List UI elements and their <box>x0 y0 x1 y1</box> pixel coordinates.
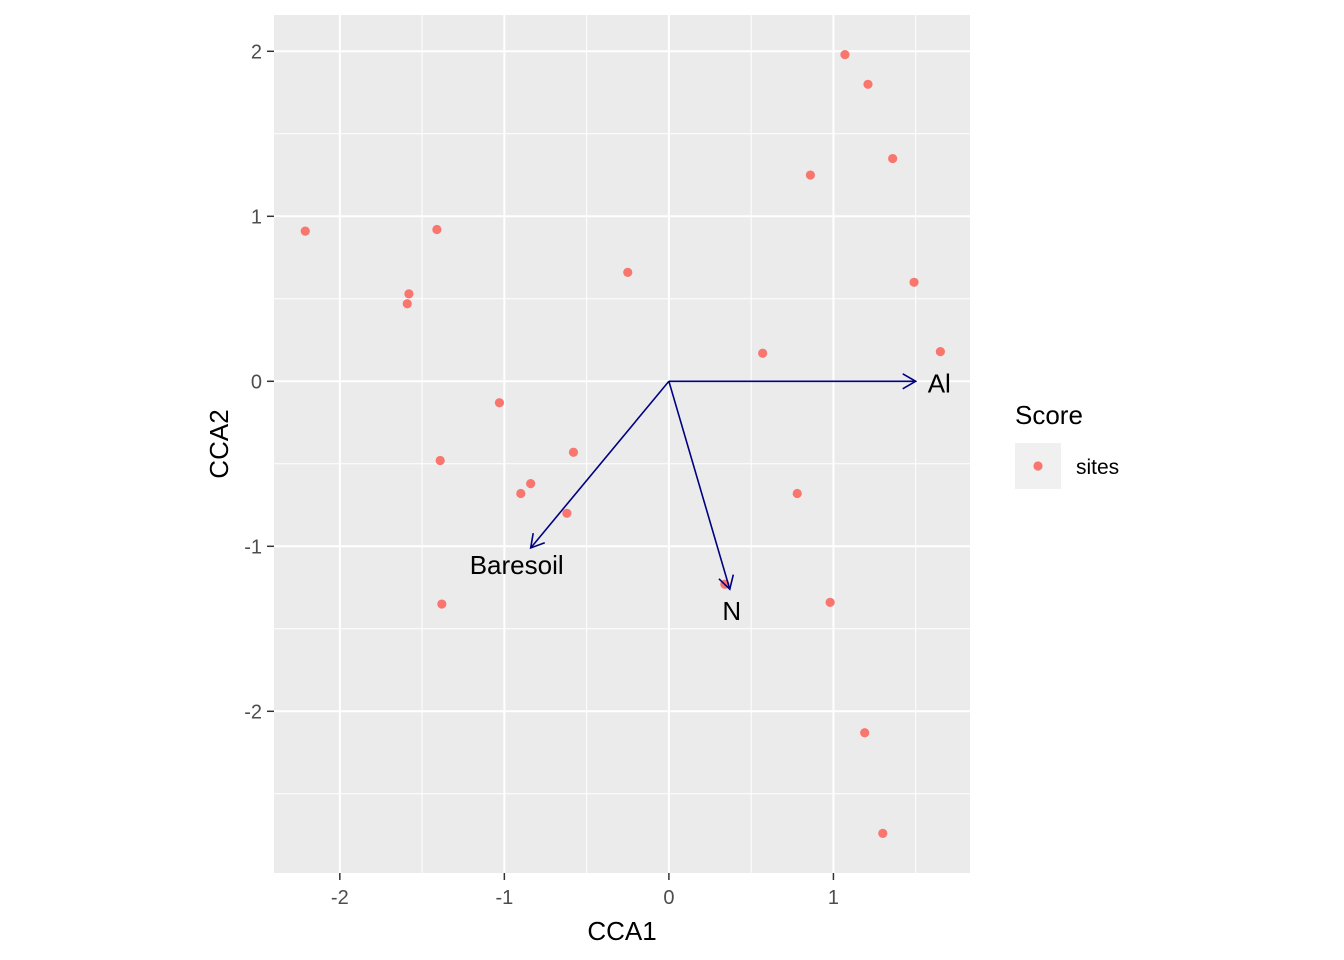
site-point <box>909 277 919 287</box>
x-axis: -2 -1 0 1 <box>331 873 839 909</box>
site-point <box>758 348 768 358</box>
y-tick-label: -2 <box>244 701 262 723</box>
vector-label-n: N <box>722 596 741 626</box>
y-axis-title: CCA2 <box>204 409 234 478</box>
site-point <box>623 267 633 277</box>
y-tick-label: 2 <box>251 41 262 63</box>
site-point <box>935 347 945 357</box>
arrowhead-icon <box>718 574 735 591</box>
y-axis: -2 -1 0 1 2 <box>244 41 274 723</box>
site-point <box>526 479 536 489</box>
site-point <box>494 398 505 408</box>
site-point <box>568 447 579 457</box>
vector-label-al: Al <box>928 368 951 398</box>
legend-title: Score <box>1015 400 1083 430</box>
x-tick-label: -2 <box>331 887 349 909</box>
site-point <box>516 488 526 499</box>
site-point <box>792 488 802 499</box>
site-point <box>878 828 888 839</box>
site-point <box>825 597 835 608</box>
site-point <box>863 79 873 89</box>
site-point <box>402 299 412 309</box>
arrowhead-icon <box>902 373 918 390</box>
x-axis-title: CCA1 <box>587 916 656 946</box>
site-point <box>562 508 572 518</box>
environment-vectors: Al Baresoil N <box>470 368 951 626</box>
legend: Score sites <box>1015 400 1119 489</box>
site-point <box>805 170 815 180</box>
site-point <box>437 599 447 609</box>
vector-line-n <box>668 381 731 590</box>
grid-major <box>274 15 970 873</box>
grid-minor <box>274 15 970 873</box>
site-point <box>888 153 898 164</box>
x-tick-label: 1 <box>828 887 839 909</box>
legend-point-icon <box>1033 461 1043 471</box>
arrowhead-icon <box>529 533 546 550</box>
site-point <box>432 224 442 235</box>
x-tick-label: 0 <box>663 887 674 909</box>
vector-label-baresoil: Baresoil <box>470 550 564 580</box>
plot-panel <box>274 15 970 873</box>
site-point <box>860 728 870 738</box>
vector-line-baresoil <box>530 380 670 549</box>
y-tick-label: -1 <box>244 536 262 558</box>
y-tick-label: 0 <box>251 371 262 393</box>
site-point <box>404 289 414 299</box>
legend-label-sites: sites <box>1076 456 1119 479</box>
site-point <box>300 226 310 236</box>
x-tick-label: -1 <box>495 887 513 909</box>
site-point <box>435 455 445 466</box>
site-point <box>840 50 850 60</box>
y-tick-label: 1 <box>251 206 262 228</box>
